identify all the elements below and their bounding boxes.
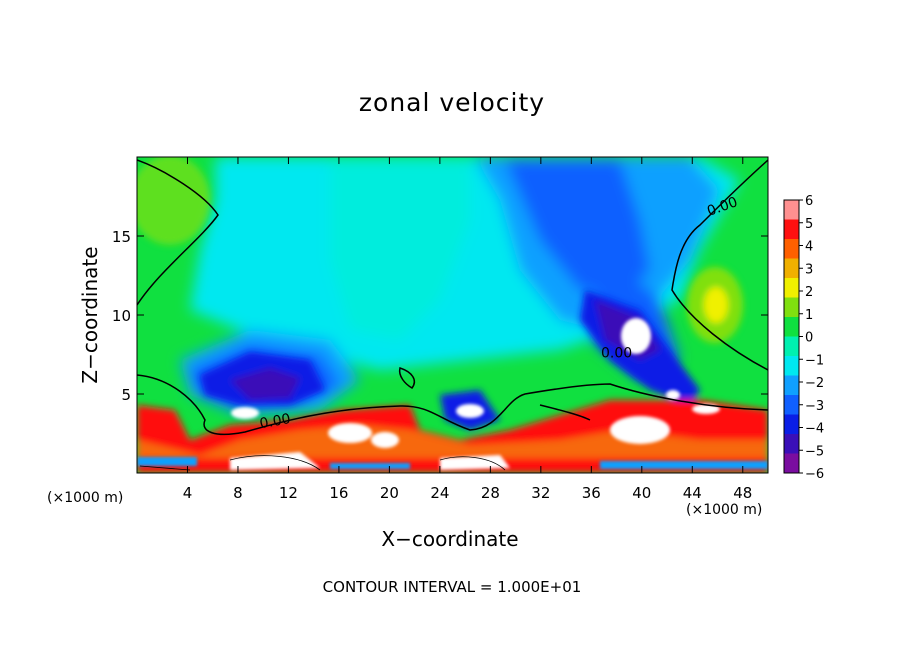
colorbar-swatch [784, 453, 799, 473]
colorbar-tick-label: 0 [805, 331, 813, 346]
x-tick-label: 24 [430, 484, 449, 502]
x-axis-label: X−coordinate [381, 527, 519, 551]
contour-lines-thin [139, 455, 506, 471]
colorbar: 6 5 4 3 2 1 0 −1 −2 −3 −4 −5 −6 [783, 194, 824, 482]
colorbar-swatch [784, 200, 799, 220]
x-axis: 4 8 12 16 20 24 28 32 36 40 44 48 [183, 157, 752, 502]
x-tick-label: 16 [329, 484, 348, 502]
x-tick-label: 36 [582, 484, 601, 502]
x-tick-label: 28 [481, 484, 500, 502]
colorbar-swatch [784, 258, 799, 278]
colorbar-swatch [784, 297, 799, 317]
colorbar-tick-label: −3 [805, 399, 824, 414]
colorbar-swatch [784, 434, 799, 454]
colorbar-swatch [784, 414, 799, 434]
y-axis: 5 10 15 [112, 228, 768, 404]
colorbar-tick-label: 3 [805, 262, 813, 277]
colorbar-swatch [784, 278, 799, 298]
colorbar-tick-label: 1 [805, 308, 813, 323]
colorbar-swatch [784, 317, 799, 337]
x-tick-label: 48 [733, 484, 752, 502]
colorbar-tick-label: −4 [805, 422, 824, 437]
x-tick-label: 44 [683, 484, 702, 502]
colorbar-tick-label: −2 [805, 376, 824, 391]
colorbar-swatch [784, 395, 799, 415]
heatmap-field [137, 157, 768, 473]
x-tick-label: 40 [632, 484, 651, 502]
colorbar-tick-label: 6 [805, 194, 813, 209]
chart-title: zonal velocity [358, 88, 546, 117]
colorbar-tick-label: −6 [805, 467, 824, 482]
colorbar-tick-label: −5 [805, 444, 824, 459]
colorbar-swatch [784, 239, 799, 259]
x-tick-label: 8 [233, 484, 243, 502]
colorbar-tick-label: 5 [805, 217, 813, 232]
colorbar-swatch [784, 336, 799, 356]
contour-label: 0.00 [601, 346, 632, 362]
colorbar-tick-label: 4 [805, 240, 813, 255]
x-tick-label: 12 [279, 484, 298, 502]
y-tick-label: 10 [112, 307, 131, 325]
colorbar-swatch [784, 219, 799, 239]
contour-label: 0.00 [258, 411, 291, 432]
colorbar-swatch [784, 356, 799, 376]
contour-lines [137, 159, 768, 436]
colorbar-tick-label: −1 [805, 353, 824, 368]
x-tick-label: 20 [380, 484, 399, 502]
x-unit-note-left: (×1000 m) [47, 490, 124, 506]
contour-interval-note: CONTOUR INTERVAL = 1.000E+01 [322, 578, 582, 596]
y-axis-label: Z−coordinate [78, 246, 102, 384]
x-tick-label: 32 [531, 484, 550, 502]
y-tick-label: 15 [112, 228, 131, 246]
x-unit-note-right: (×1000 m) [686, 502, 763, 518]
x-tick-label: 4 [183, 484, 193, 502]
y-tick-label: 5 [121, 386, 131, 404]
colorbar-swatch [784, 375, 799, 395]
colorbar-tick-label: 2 [805, 285, 813, 300]
